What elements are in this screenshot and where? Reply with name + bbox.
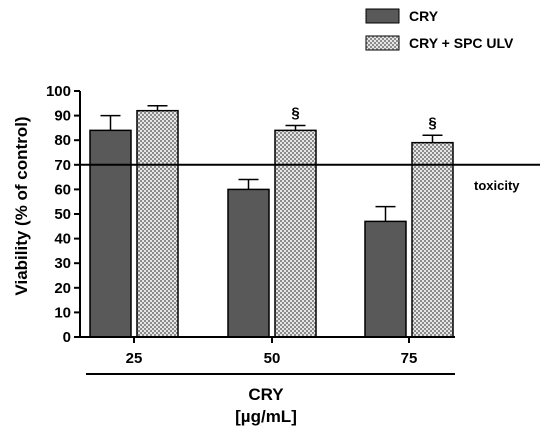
legend-swatch-cry-spc-ulv — [365, 35, 400, 51]
toxicity-label: toxicity — [474, 178, 520, 193]
bars: §§ — [80, 104, 540, 338]
bar-cry-spc-ulv-75 — [411, 141, 454, 338]
y-tick-label: 20 — [54, 280, 71, 297]
y-axis: 0 10 20 30 40 50 60 70 80 90 100 — [46, 83, 81, 346]
bar-cry-spc-ulv-25 — [136, 109, 179, 338]
x-tick-label: 25 — [126, 350, 143, 367]
bar-cry-spc-ulv-50 — [274, 129, 317, 338]
x-tick-label: 50 — [264, 350, 281, 367]
x-tick-label: 75 — [401, 350, 418, 367]
y-axis-title: Viability (% of control) — [12, 116, 31, 295]
significance-mark: § — [291, 104, 299, 121]
y-tick-label: 100 — [46, 83, 71, 100]
legend-label-cry-spc-ulv: CRY + SPC ULV — [409, 35, 514, 51]
bar-cry-50 — [227, 188, 270, 338]
y-tick-label: 30 — [54, 255, 71, 272]
legend: CRY CRY + SPC ULV — [365, 8, 514, 51]
y-tick-label: 90 — [54, 108, 71, 125]
bar-cry-25 — [89, 129, 132, 338]
significance-mark: § — [428, 114, 436, 131]
y-tick-label: 40 — [54, 231, 71, 248]
bar-cry-75 — [364, 220, 407, 338]
y-tick-label: 70 — [54, 157, 71, 174]
legend-swatch-cry — [365, 8, 400, 24]
x-axis-unit: [µg/mL] — [235, 407, 297, 426]
legend-label-cry: CRY — [409, 8, 439, 24]
y-tick-label: 10 — [54, 304, 71, 321]
y-tick-label: 0 — [63, 329, 71, 346]
y-tick-label: 50 — [54, 206, 71, 223]
y-tick-label: 60 — [54, 181, 71, 198]
y-tick-label: 80 — [54, 132, 71, 149]
x-axis-title: CRY — [248, 385, 284, 404]
x-axis: 25 50 75 — [80, 336, 455, 367]
